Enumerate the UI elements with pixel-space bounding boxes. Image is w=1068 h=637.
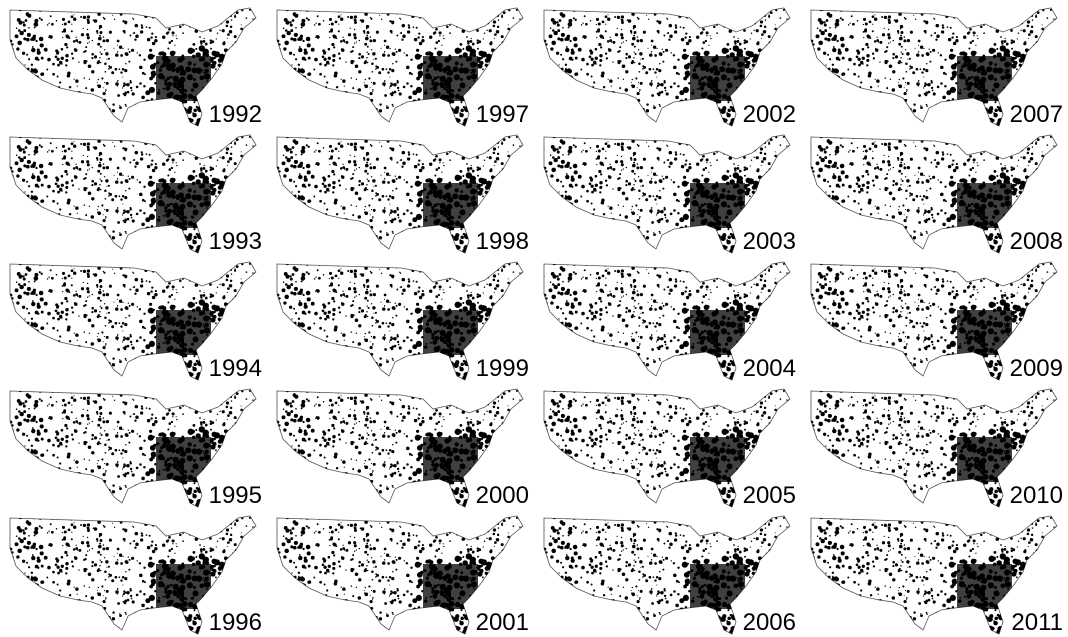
year-label: 2007 [1010, 101, 1063, 128]
year-label: 2003 [743, 228, 796, 255]
year-label: 1996 [209, 609, 262, 636]
year-label: 2010 [1010, 482, 1063, 509]
year-label: 1999 [476, 355, 529, 382]
year-label: 2004 [743, 355, 796, 382]
year-label: 2000 [476, 482, 529, 509]
year-label: 2006 [743, 609, 796, 636]
year-label: 1995 [209, 482, 262, 509]
year-label: 2011 [1011, 609, 1063, 636]
year-label: 1997 [476, 101, 529, 128]
year-label: 1998 [476, 228, 529, 255]
year-label: 2001 [476, 609, 529, 636]
year-label: 1993 [209, 228, 262, 255]
map-figure: 1992 1993 1994 1995 1996 1997 1998 1999 2000 2001… [0, 0, 1068, 637]
year-label: 2008 [1010, 228, 1063, 255]
year-label: 1992 [209, 101, 262, 128]
year-label: 2009 [1010, 355, 1063, 382]
year-label: 1994 [209, 355, 262, 382]
year-label: 2002 [743, 101, 796, 128]
year-label: 2005 [743, 482, 796, 509]
